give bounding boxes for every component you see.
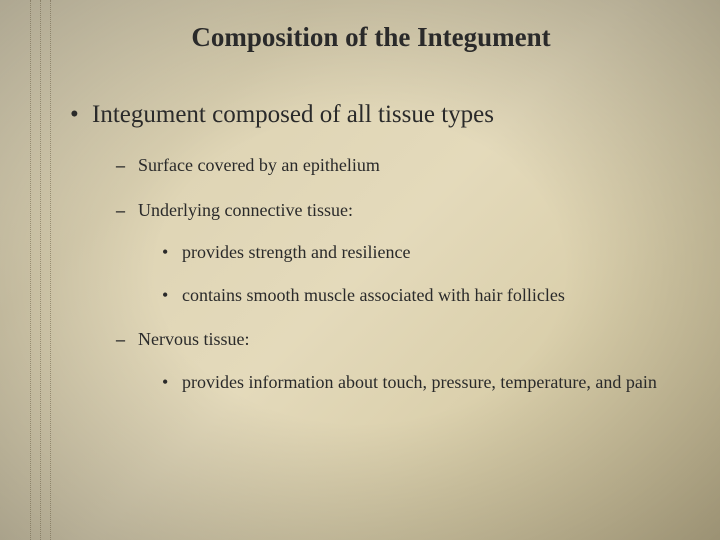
- list-item: – Nervous tissue: • provides information…: [116, 328, 672, 393]
- slide-title: Composition of the Integument: [70, 22, 672, 53]
- outline-lvl3: • provides information about touch, pres…: [116, 371, 672, 394]
- list-item-text: contains smooth muscle associated with h…: [182, 284, 565, 307]
- list-item-text: provides information about touch, pressu…: [182, 371, 657, 394]
- outline-lvl3: • provides strength and resilience • con…: [116, 241, 672, 306]
- list-item-text: Surface covered by an epithelium: [138, 154, 380, 177]
- outline-lvl2: – Surface covered by an epithelium – Und…: [70, 154, 672, 393]
- outline-lvl1: • Integument composed of all tissue type…: [70, 99, 672, 393]
- list-item: • provides strength and resilience: [162, 241, 672, 264]
- dash-icon: –: [116, 155, 138, 176]
- list-item-text: Underlying connective tissue:: [138, 199, 353, 222]
- bullet-icon: •: [162, 285, 182, 306]
- dash-icon: –: [116, 329, 138, 350]
- bullet-icon: •: [162, 242, 182, 263]
- slide-container: Composition of the Integument • Integume…: [0, 0, 720, 540]
- bullet-icon: •: [70, 101, 92, 129]
- list-item-text: Integument composed of all tissue types: [92, 99, 494, 130]
- list-item-text: provides strength and resilience: [182, 241, 410, 264]
- list-item: – Underlying connective tissue: • provid…: [116, 199, 672, 307]
- bullet-icon: •: [162, 372, 182, 393]
- list-item: • provides information about touch, pres…: [162, 371, 672, 394]
- list-item-text: Nervous tissue:: [138, 328, 250, 351]
- list-item: – Surface covered by an epithelium: [116, 154, 672, 177]
- list-item: • Integument composed of all tissue type…: [70, 99, 672, 393]
- list-item: • contains smooth muscle associated with…: [162, 284, 672, 307]
- dash-icon: –: [116, 200, 138, 221]
